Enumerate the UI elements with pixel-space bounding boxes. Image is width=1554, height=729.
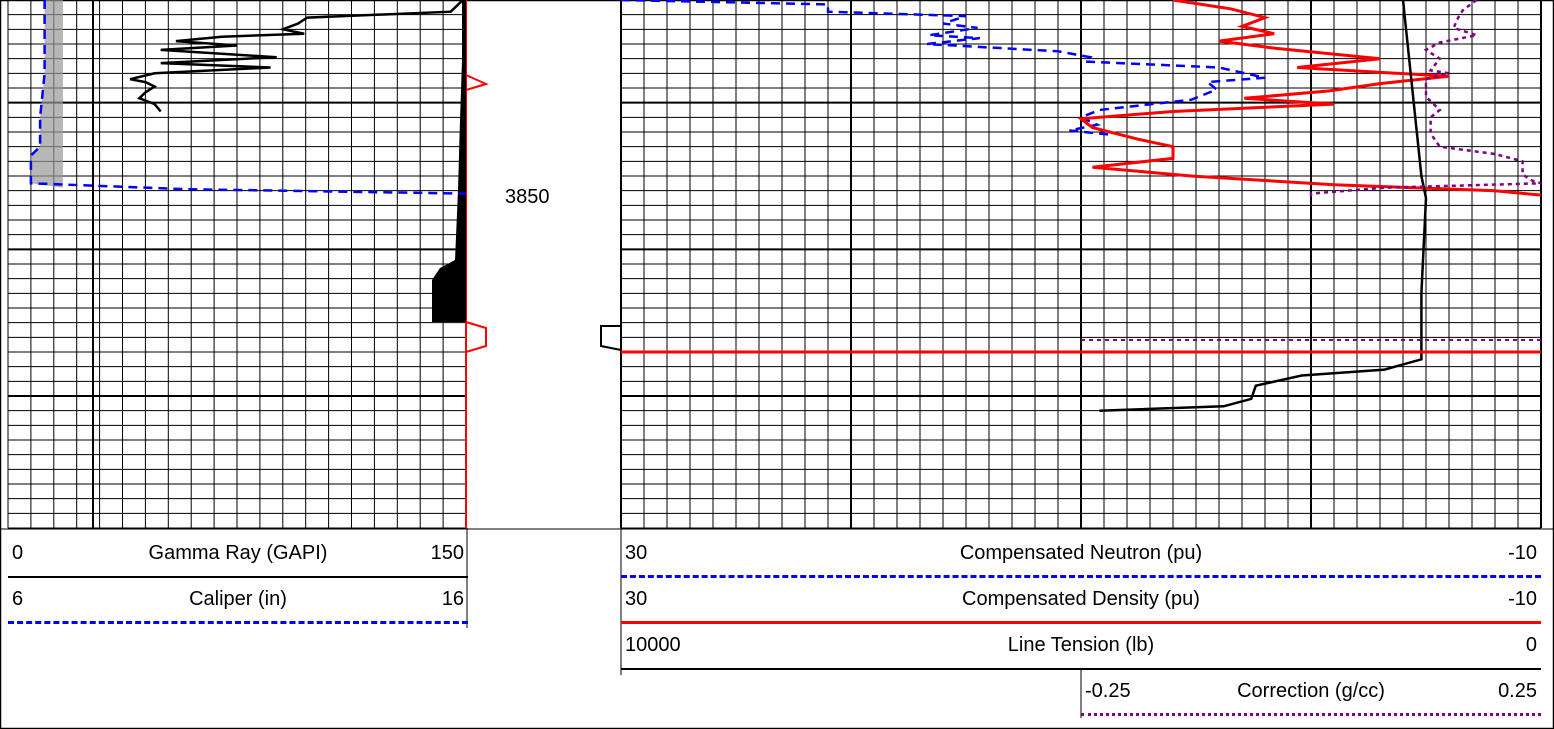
correction-label: Correction (g/cc): [1237, 680, 1385, 702]
gamma-ray-gapi-curve: [129, 0, 464, 113]
compensated-neutron-pu-curve: [620, 0, 1266, 137]
gamma-ray-line-sample: [8, 576, 468, 578]
legend-gamma-ray: 0 Gamma Ray (GAPI) 150: [8, 532, 468, 578]
legend-tension: 10000 Line Tension (lb) 0: [621, 624, 1541, 670]
gamma-ray-label: Gamma Ray (GAPI): [148, 542, 328, 564]
log-curves: [29, 0, 1542, 412]
depth-flag-marker: [465, 74, 489, 91]
correction-g-cc-curve: [1309, 0, 1542, 200]
curve-fills: [30, 0, 489, 353]
legend-correction: -0.25 Correction (g/cc) 0.25: [1081, 670, 1541, 716]
correction-min: -0.25: [1085, 680, 1131, 702]
gamma-ray-max: 150: [430, 542, 464, 564]
tension-min: 10000: [625, 634, 681, 656]
tension-label: Line Tension (lb): [1007, 634, 1155, 656]
caliper-min: 6: [12, 588, 24, 610]
caliper-in-curve: [29, 0, 467, 195]
line-tension-lb-curve: [1099, 0, 1428, 412]
legend-caliper: 6 Caliper (in) 16: [8, 578, 468, 624]
compensated-density-pu-curve: [1076, 0, 1542, 197]
tension-line-sample: [621, 668, 1541, 670]
tool-depth-marker: [465, 321, 487, 353]
neutron-max: -10: [1508, 542, 1537, 564]
tool-zero-marker: [600, 325, 622, 351]
neutron-min: 30: [625, 542, 648, 564]
depth-marks: [600, 325, 1541, 354]
density-label: Compensated Density (pu): [962, 588, 1200, 610]
density-min: 30: [625, 588, 648, 610]
neutron-line-sample: [621, 575, 1541, 578]
depth-label: 3850: [505, 186, 550, 208]
caliper-washout-fill: [30, 0, 63, 188]
tension-max: 0: [1525, 634, 1537, 656]
caliper-max: 16: [441, 588, 464, 610]
correction-max: 0.25: [1498, 680, 1537, 702]
legend-neutron: 30 Compensated Neutron (pu) -10: [621, 532, 1541, 578]
correction-line-sample: [1081, 713, 1541, 716]
density-line-sample: [621, 621, 1541, 624]
legend-density: 30 Compensated Density (pu) -10: [621, 578, 1541, 624]
cable-fill: [432, 0, 466, 322]
gamma-ray-min: 0: [12, 542, 24, 564]
density-max: -10: [1508, 588, 1537, 610]
neutron-label: Compensated Neutron (pu): [959, 542, 1203, 564]
caliper-label: Caliper (in): [189, 588, 287, 610]
caliper-line-sample: [8, 621, 468, 624]
